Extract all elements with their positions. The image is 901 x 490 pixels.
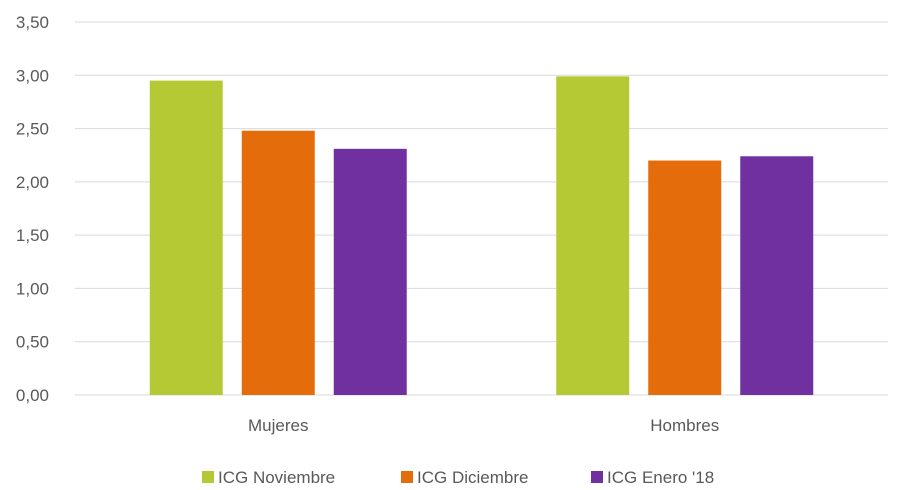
legend: ICG Noviembre ICG Diciembre ICG Enero '18 xyxy=(202,468,714,487)
y-tick-label: 2,50 xyxy=(16,120,49,139)
y-tick-label: 0,50 xyxy=(16,333,49,352)
bar-hombres-series-3 xyxy=(740,156,814,395)
bar-hombres-series-1 xyxy=(556,76,630,395)
legend-label: ICG Enero '18 xyxy=(607,468,714,487)
bars xyxy=(149,76,814,395)
legend-swatch xyxy=(202,471,214,483)
y-tick-label: 0,00 xyxy=(16,386,49,405)
legend-label: ICG Noviembre xyxy=(218,468,335,487)
y-tick-label: 1,50 xyxy=(16,226,49,245)
y-tick-label: 2,00 xyxy=(16,173,49,192)
y-tick-label: 3,50 xyxy=(16,13,49,32)
bar-mujeres-series-2 xyxy=(241,130,315,395)
y-axis-tick-labels: 0,00 0,50 1,00 1,50 2,00 2,50 3,00 3,50 xyxy=(16,13,49,405)
category-label: Hombres xyxy=(650,416,719,435)
y-tick-label: 1,00 xyxy=(16,279,49,298)
category-label: Mujeres xyxy=(248,416,308,435)
bar-mujeres-series-1 xyxy=(149,80,223,395)
legend-swatch xyxy=(401,471,413,483)
bar-hombres-series-2 xyxy=(648,160,722,395)
legend-swatch xyxy=(591,471,603,483)
bar-mujeres-series-3 xyxy=(333,148,407,395)
x-axis-category-labels: Mujeres Hombres xyxy=(248,416,719,435)
y-tick-label: 3,00 xyxy=(16,66,49,85)
legend-label: ICG Diciembre xyxy=(417,468,528,487)
